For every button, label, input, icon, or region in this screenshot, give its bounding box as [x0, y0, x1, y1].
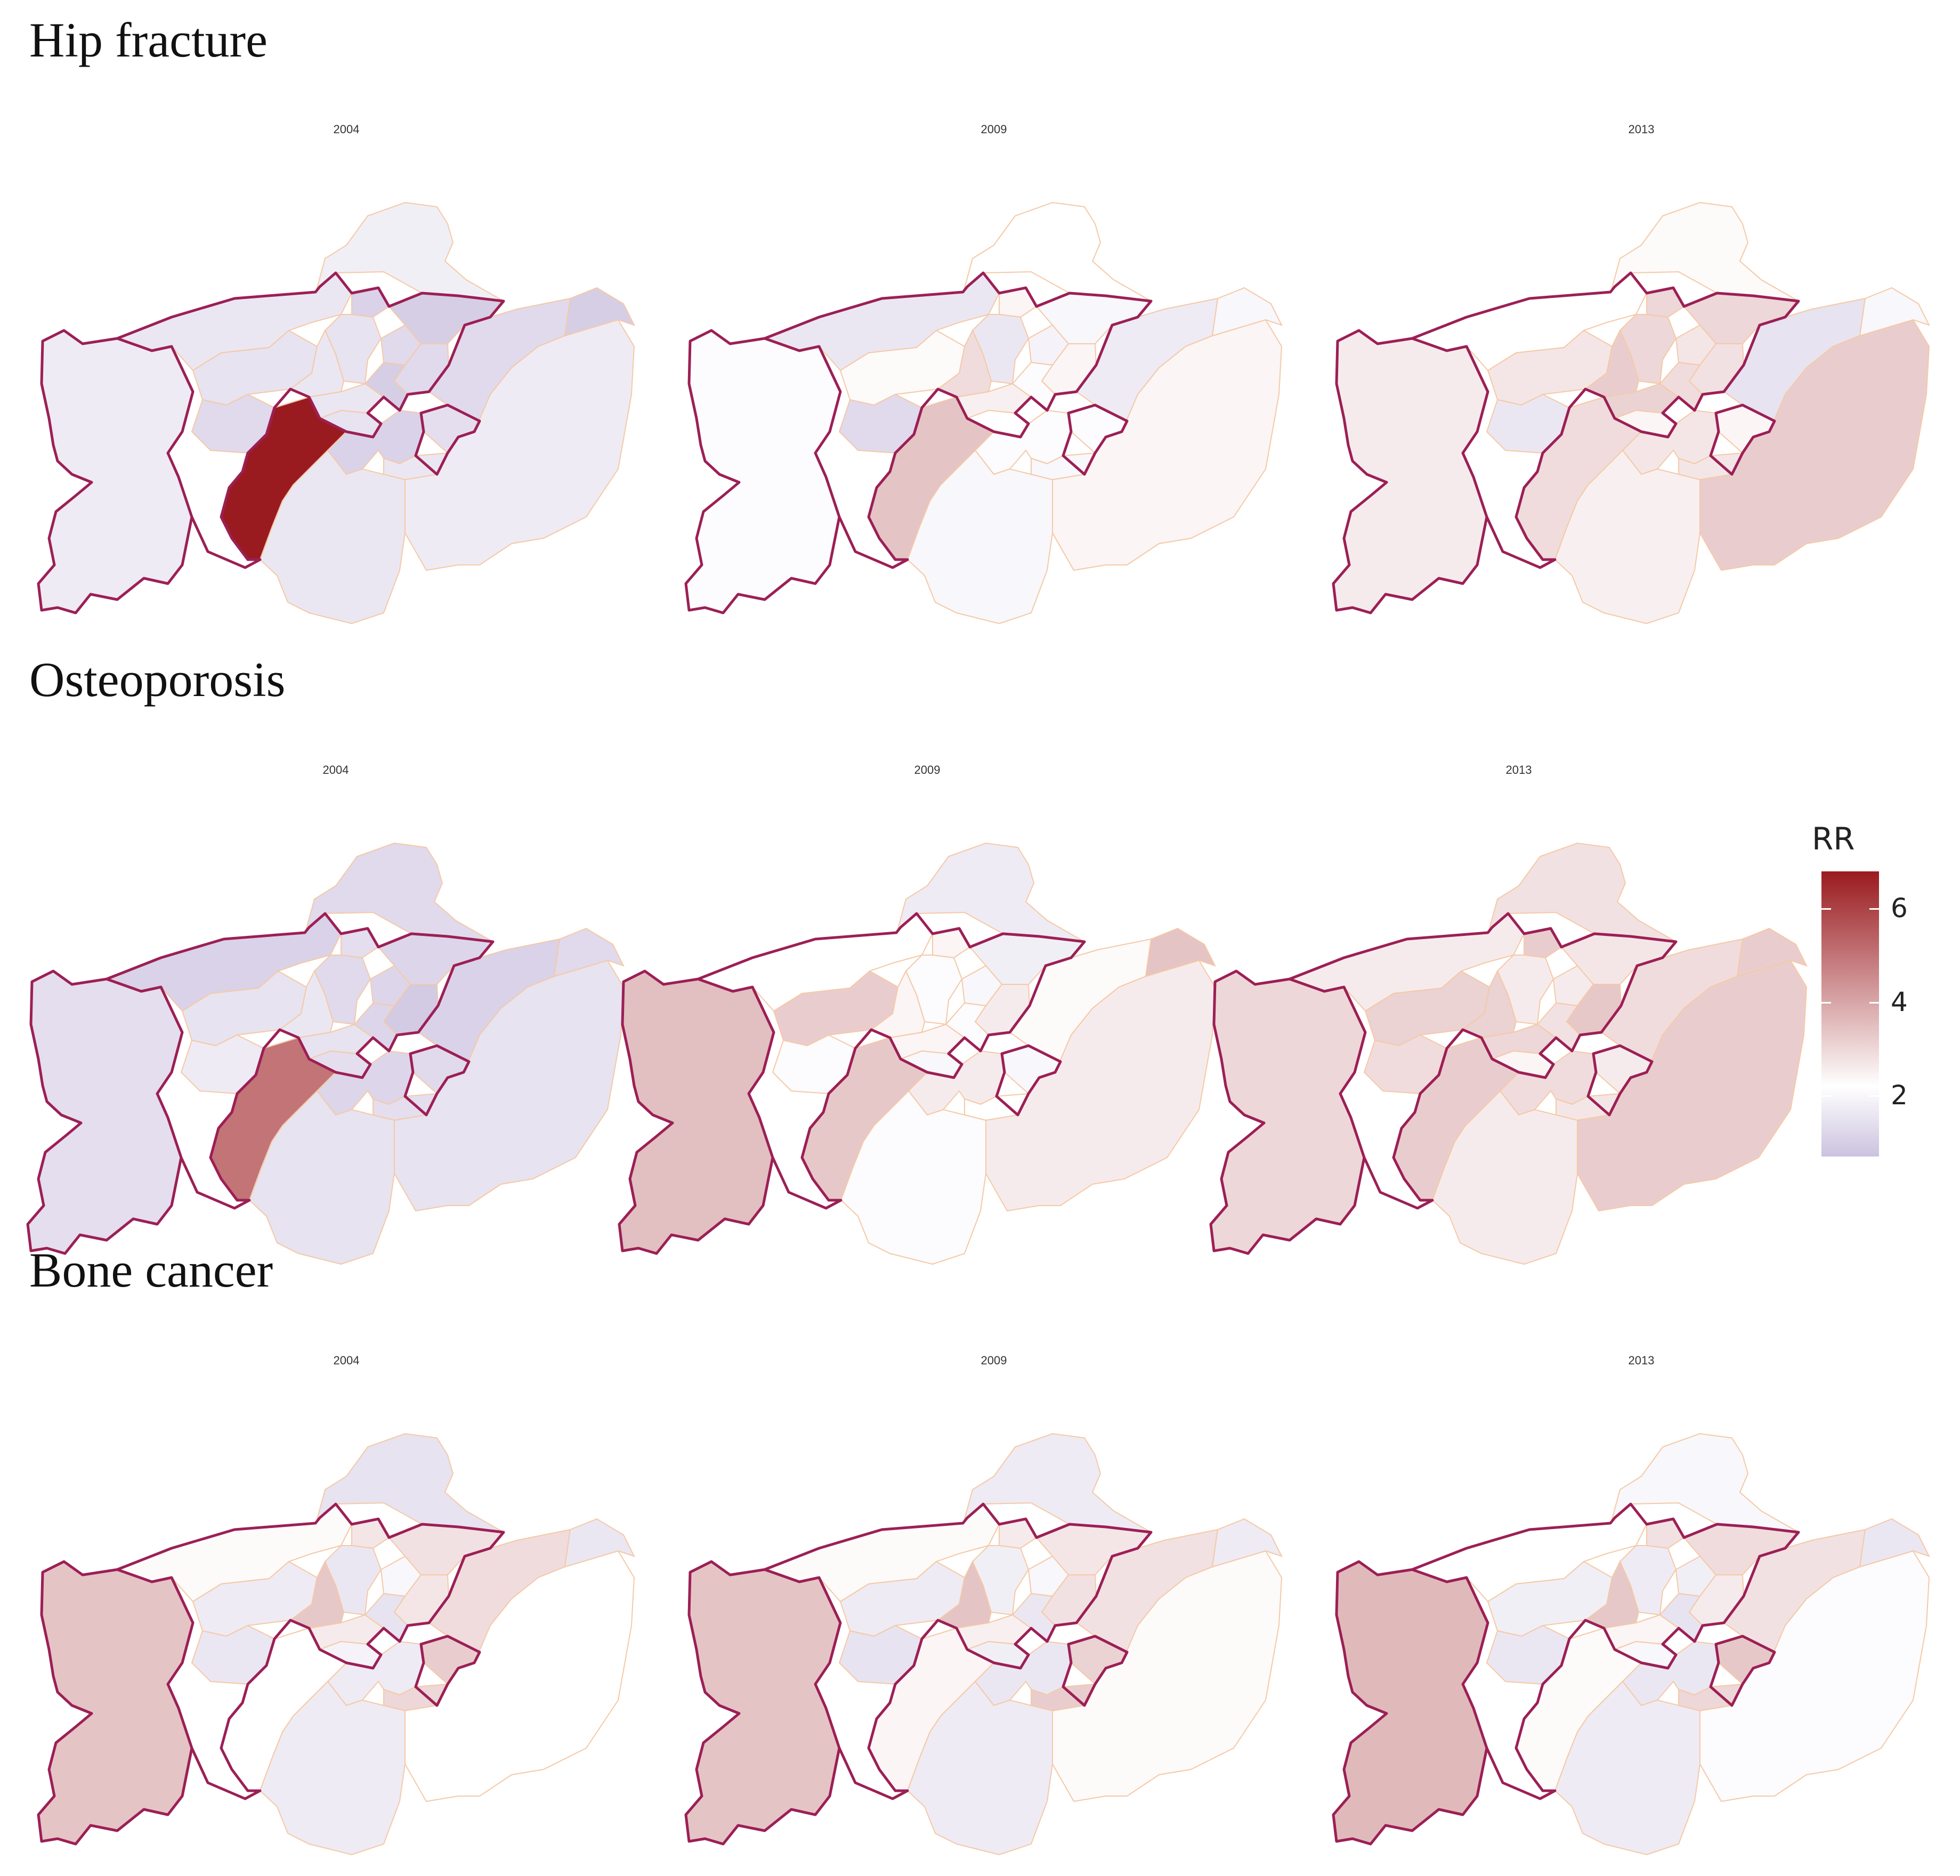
- choropleth-map: [26, 842, 625, 1265]
- district-1: [685, 1560, 841, 1845]
- legend-tick-label: 6: [1891, 893, 1908, 924]
- inner-boundary-loop: [1709, 1635, 1776, 1707]
- district-22: [1211, 287, 1283, 337]
- map-panel-hip-2013: 2013: [1327, 123, 1956, 645]
- region-outline: [37, 271, 505, 614]
- district-1: [27, 970, 183, 1255]
- choropleth-map: [37, 1433, 635, 1856]
- choropleth-map: [37, 201, 635, 625]
- panel-year-label: 2009: [981, 1354, 1007, 1367]
- district-22: [1859, 1518, 1930, 1568]
- inner-boundary-loop: [1709, 403, 1776, 476]
- inner-boundary-loop: [1062, 403, 1129, 476]
- district-22: [1736, 927, 1808, 977]
- inner-boundary-loop: [1062, 1635, 1129, 1707]
- map-panel-bone-2013: 2013: [1327, 1354, 1956, 1876]
- panel-year-label: 2013: [1505, 763, 1532, 777]
- rr-legend: RR 2 4 6: [1812, 821, 1918, 1162]
- district-2: [305, 842, 493, 942]
- choropleth-map: [684, 201, 1283, 625]
- choropleth-map: [618, 842, 1216, 1265]
- district-2: [963, 1433, 1152, 1533]
- legend-tick-mark: [1821, 908, 1831, 910]
- region-outline: [618, 912, 1086, 1255]
- legend-tick-mark: [1869, 908, 1879, 910]
- map-panel-osteo-2009: 2009: [613, 763, 1242, 1285]
- panel-year-label: 2009: [981, 123, 1007, 136]
- inner-boundary-loop: [414, 403, 481, 476]
- map-panel-osteo-2004: 2004: [21, 763, 650, 1285]
- district-22: [553, 927, 625, 977]
- region-outline: [1209, 912, 1678, 1255]
- panel-year-label: 2004: [333, 1354, 360, 1367]
- district-1: [37, 1560, 194, 1845]
- district-20: [906, 449, 1053, 625]
- region-outline: [37, 1502, 505, 1846]
- legend-tick-label: 2: [1891, 1079, 1908, 1111]
- district-22: [564, 287, 635, 337]
- district-2: [1611, 201, 1799, 302]
- section-title-osteoporosis: Osteoporosis: [29, 652, 286, 707]
- district-1: [618, 970, 775, 1255]
- inner-boundary-loop: [414, 1635, 481, 1707]
- choropleth-map: [684, 1433, 1283, 1856]
- legend-title: RR: [1812, 821, 1855, 857]
- district-20: [248, 1090, 395, 1265]
- district-1: [1332, 329, 1489, 614]
- legend-tick-mark: [1821, 1095, 1831, 1097]
- legend-tick-mark: [1869, 1095, 1879, 1097]
- district-2: [963, 201, 1152, 302]
- inner-boundary-loop: [403, 1044, 471, 1117]
- district-22: [1211, 1518, 1283, 1568]
- district-20: [259, 449, 406, 625]
- panel-year-label: 2004: [333, 123, 360, 136]
- district-2: [897, 842, 1085, 942]
- map-panel-bone-2009: 2009: [679, 1354, 1308, 1876]
- district-1: [685, 329, 841, 614]
- choropleth-map: [1332, 1433, 1930, 1856]
- section-title-hip-fracture: Hip fracture: [29, 13, 268, 67]
- panel-year-label: 2004: [322, 763, 349, 777]
- inner-boundary-loop: [995, 1044, 1062, 1117]
- district-1: [1332, 1560, 1489, 1845]
- map-panel-bone-2004: 2004: [32, 1354, 661, 1876]
- region-outline: [1332, 1502, 1800, 1846]
- panel-year-label: 2013: [1628, 1354, 1655, 1367]
- legend-color-bar: [1821, 871, 1879, 1157]
- legend-tick-mark: [1821, 1001, 1831, 1004]
- map-panel-hip-2009: 2009: [679, 123, 1308, 645]
- district-20: [840, 1090, 986, 1265]
- legend-tick-label: 4: [1891, 986, 1908, 1017]
- district-2: [316, 1433, 504, 1533]
- district-20: [1554, 449, 1700, 625]
- region-outline: [1332, 271, 1800, 614]
- legend-tick-mark: [1869, 1001, 1879, 1004]
- district-22: [1859, 287, 1930, 337]
- choropleth-map: [1209, 842, 1808, 1265]
- panel-year-label: 2013: [1628, 123, 1655, 136]
- region-outline: [684, 271, 1153, 614]
- district-2: [1488, 842, 1676, 942]
- section-title-bone-cancer: Bone cancer: [29, 1243, 273, 1297]
- region-outline: [684, 1502, 1153, 1846]
- district-22: [1145, 927, 1216, 977]
- choropleth-map: [1332, 201, 1930, 625]
- district-2: [1611, 1433, 1799, 1533]
- district-2: [316, 201, 504, 302]
- map-panel-hip-2004: 2004: [32, 123, 661, 645]
- map-panel-osteo-2013: 2013: [1204, 763, 1833, 1285]
- district-1: [1210, 970, 1366, 1255]
- region-outline: [26, 912, 495, 1255]
- panel-year-label: 2009: [914, 763, 941, 777]
- district-20: [1431, 1090, 1578, 1265]
- district-1: [37, 329, 194, 614]
- district-22: [564, 1518, 635, 1568]
- inner-boundary-loop: [1586, 1044, 1654, 1117]
